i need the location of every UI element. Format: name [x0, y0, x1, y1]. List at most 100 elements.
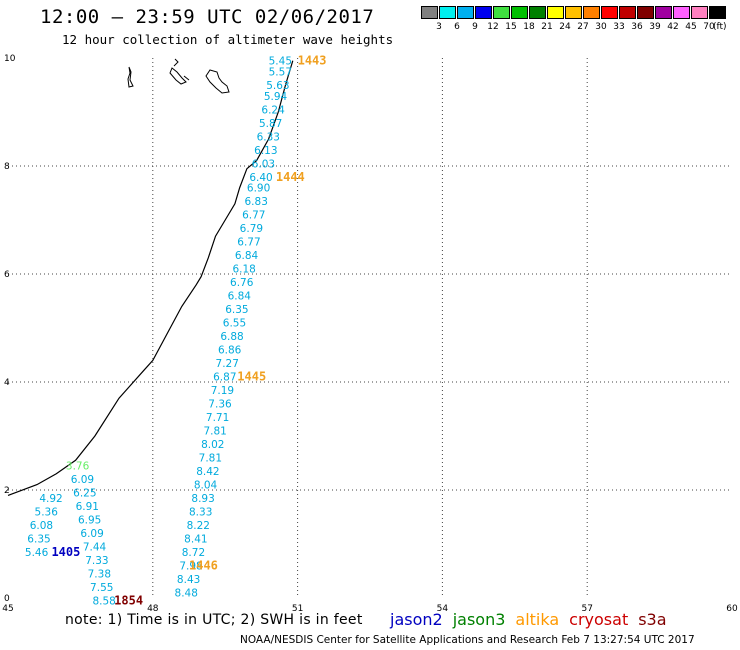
data-point-label: 7.44: [83, 542, 107, 554]
colorbar-swatch: [421, 6, 438, 19]
page-title: 12:00 – 23:59 UTC 02/06/2017: [40, 6, 375, 28]
data-point-label: 8.04: [194, 480, 218, 492]
colorbar-swatch: [601, 6, 618, 19]
colorbar-swatch: [565, 6, 582, 19]
x-tick-label: 60: [726, 604, 738, 614]
data-point-label: 7.38: [88, 569, 111, 581]
time-label: 1443: [298, 54, 327, 68]
data-point-label: 5.57: [269, 67, 292, 79]
data-point-label: 8.48: [175, 588, 198, 600]
data-point-label: 6.03: [252, 158, 275, 170]
grid: [8, 58, 732, 598]
colorbar-unit: (ft): [713, 22, 727, 32]
data-point-label: 6.90: [247, 183, 270, 195]
colorbar-label: 9: [472, 22, 478, 32]
time-label: 1405: [51, 545, 80, 559]
data-point-label: 6.18: [232, 264, 255, 276]
time-label: 1446: [189, 559, 218, 573]
data-point-label: 5.45: [269, 56, 292, 68]
y-tick-label: 8: [4, 162, 10, 172]
data-point-label: 6.24: [261, 104, 285, 116]
data-point-label: 7.81: [203, 426, 226, 438]
data-point-label: 6.13: [254, 145, 277, 157]
colorbar-swatch: [457, 6, 474, 19]
data-point-label: 8.42: [196, 466, 219, 478]
data-point-label: 6.08: [30, 520, 53, 532]
x-tick-label: 45: [2, 604, 13, 614]
legend-item: jason2: [390, 610, 443, 629]
data-point-label: 7.71: [206, 412, 229, 424]
x-tick-label: 54: [437, 604, 449, 614]
colorbar-swatch: [583, 6, 600, 19]
x-tick-label: 48: [147, 604, 159, 614]
time-label: 1444: [276, 170, 305, 184]
data-point-label: 8.41: [184, 534, 207, 546]
coastline-path: [7, 60, 294, 496]
data-point-label: 6.95: [78, 515, 101, 527]
colorbar-swatch: [493, 6, 510, 19]
x-tick-label: 57: [581, 604, 592, 614]
data-point-label: 7.98: [179, 561, 202, 573]
data-point-label: 6.87: [213, 372, 236, 384]
data-point-label: 6.35: [27, 534, 50, 546]
data-point-label: 6.35: [225, 304, 248, 316]
tick-labels: 45 48 51 54 57 60 0 2 4 6 8 10: [2, 54, 738, 614]
land-outline: [127, 66, 134, 88]
colorbar-label: 27: [577, 22, 589, 32]
colorbar-label: 39: [649, 22, 661, 32]
legend-item: cryosat: [569, 610, 629, 629]
data-points: 5.455.575.635.946.24 5.876.33 6.136.03 6.40…: [25, 56, 292, 608]
x-tick-label: 51: [292, 604, 303, 614]
colorbar-label: 30: [595, 22, 607, 32]
y-tick-label: 6: [4, 270, 10, 280]
colorbar-label: 42: [667, 22, 679, 32]
colorbar-swatch: [637, 6, 654, 19]
data-point-label: 8.72: [182, 547, 205, 559]
y-tick-label: 10: [4, 54, 16, 64]
colorbar-label: 12: [487, 22, 499, 32]
data-point-label: 8.22: [187, 520, 210, 532]
colorbar-swatch: [673, 6, 690, 19]
data-point-label: 6.88: [220, 331, 243, 343]
land-outline: [169, 58, 190, 85]
time-labels: 1443 1444 1445 1446 1405 1854: [51, 54, 326, 608]
data-point-label: 5.36: [35, 507, 59, 519]
colorbar-label: 3: [436, 22, 442, 32]
data-point-label: 6.76: [230, 277, 254, 289]
colorbar-label: 15: [505, 22, 517, 32]
data-point-label: 6.77: [237, 237, 260, 249]
time-label: 1445: [237, 370, 266, 384]
coastline: [7, 60, 294, 496]
data-point-label: 7.36: [208, 399, 232, 411]
data-point-label: 7.81: [199, 453, 222, 465]
data-point-label: 6.25: [73, 488, 96, 500]
colorbar-label: 45: [685, 22, 697, 32]
data-point-label: 8.43: [177, 574, 200, 586]
data-point-label: 6.84: [235, 250, 259, 262]
data-point-label: 6.40: [249, 172, 272, 184]
y-tick-label: 2: [4, 486, 10, 496]
colorbar-swatch: [619, 6, 636, 19]
data-point-label: 7.19: [211, 385, 234, 397]
legend-item: jason3: [452, 610, 506, 629]
data-point-label: 6.86: [218, 345, 242, 357]
data-point-label: 3.76: [66, 461, 90, 473]
colorbar-label: 70: [703, 22, 715, 32]
data-point-label: 8.58: [92, 596, 115, 608]
colorbar-swatch: [529, 6, 546, 19]
data-point-label: 6.91: [76, 501, 99, 513]
colorbar-swatch: [511, 6, 528, 19]
data-point-label: 8.02: [201, 439, 224, 451]
data-point-label: 5.94: [264, 91, 288, 103]
colorbar-label: 24: [559, 22, 571, 32]
colorbar-label: 6: [454, 22, 460, 32]
colorbar-swatch: [709, 6, 726, 19]
data-point-label: 8.93: [191, 493, 214, 505]
data-point-label: 6.09: [80, 528, 103, 540]
data-point-label: 6.83: [245, 196, 268, 208]
data-point-label: 7.33: [85, 555, 108, 567]
time-label: 1854: [114, 594, 143, 608]
legend: jason2 jason3 altika cryosat s3a: [390, 610, 677, 629]
data-point-label: 6.77: [242, 210, 265, 222]
